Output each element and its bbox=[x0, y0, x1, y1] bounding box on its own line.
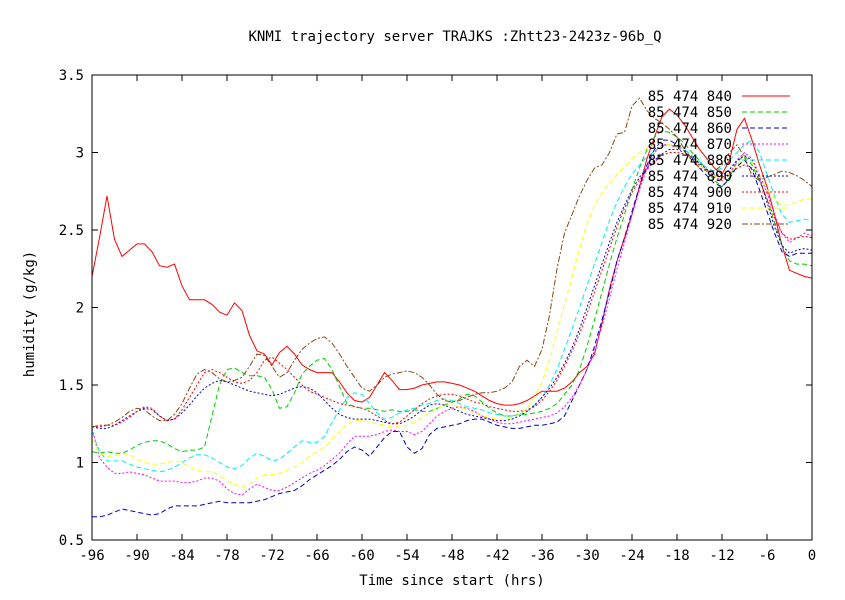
y-axis-label: humidity (g/kg) bbox=[22, 251, 38, 377]
x-tick-label: -96 bbox=[79, 548, 104, 564]
y-tick-label: 0.5 bbox=[59, 533, 84, 549]
series-line bbox=[91, 139, 813, 473]
axis-ticks: -96 -90 -84 -78 -72 -66 -60 -54 -48 -42 -36 -30 -24-… bbox=[59, 68, 817, 564]
x-tick-label: -90 bbox=[124, 548, 149, 564]
legend-label: 85 474 870 bbox=[648, 137, 732, 153]
x-tick-label: -24 bbox=[619, 548, 644, 564]
x-tick-label: -12 bbox=[709, 548, 734, 564]
series-line bbox=[91, 130, 813, 454]
x-tick-label: -30 bbox=[574, 548, 599, 564]
x-tick-label: -54 bbox=[394, 548, 419, 564]
legend-label: 85 474 860 bbox=[648, 121, 732, 137]
x-tick-label: -66 bbox=[304, 548, 329, 564]
y-tick-label: 2.5 bbox=[59, 223, 84, 239]
series-line bbox=[92, 139, 812, 518]
legend-label: 85 474 840 bbox=[648, 89, 732, 105]
x-tick-label: -72 bbox=[259, 548, 284, 564]
legend-label: 85 474 910 bbox=[648, 201, 732, 217]
y-tick-label: 1 bbox=[76, 456, 84, 472]
x-tick-label: -36 bbox=[529, 548, 554, 564]
series-line bbox=[91, 148, 813, 429]
legend-label: 85 474 850 bbox=[648, 105, 732, 121]
x-tick-label: -6 bbox=[759, 548, 776, 564]
chart-title: KNMI trajectory server TRAJKS :Zhtt23-24… bbox=[248, 29, 661, 45]
y-tick-label: 1.5 bbox=[59, 378, 84, 394]
y-tick-label: 2 bbox=[76, 301, 84, 317]
x-tick-label: 0 bbox=[808, 548, 816, 564]
x-tick-label: -42 bbox=[484, 548, 509, 564]
series-line bbox=[91, 144, 813, 496]
x-axis-label: Time since start (hrs) bbox=[359, 573, 544, 589]
plot-frame bbox=[91, 74, 813, 541]
x-tick-label: -60 bbox=[349, 548, 374, 564]
x-tick-label: -18 bbox=[664, 548, 689, 564]
legend-label: 85 474 900 bbox=[648, 185, 732, 201]
series-line bbox=[91, 108, 813, 406]
legend-label: 85 474 920 bbox=[648, 217, 732, 233]
series-line bbox=[91, 97, 813, 428]
series-lines bbox=[91, 97, 813, 518]
series-line bbox=[92, 152, 813, 428]
x-tick-label: -78 bbox=[214, 548, 239, 564]
y-tick-label: 3.5 bbox=[59, 68, 84, 84]
x-tick-label: -84 bbox=[169, 548, 194, 564]
legend-label: 85 474 880 bbox=[648, 153, 732, 169]
legend-label: 85 474 890 bbox=[648, 169, 732, 185]
x-tick-label: -48 bbox=[439, 548, 464, 564]
y-tick-label: 3 bbox=[76, 146, 84, 162]
